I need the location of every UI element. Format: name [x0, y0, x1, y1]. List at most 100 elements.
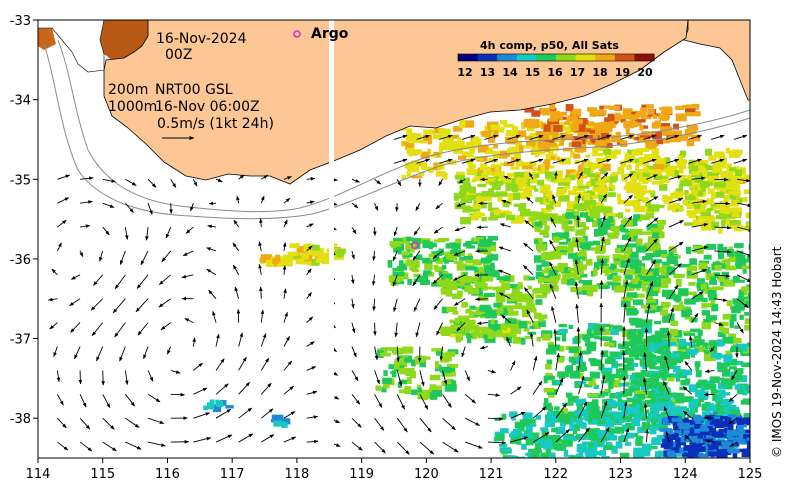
- sst-pixel: [467, 253, 473, 257]
- sst-pixel: [733, 190, 741, 197]
- sst-pixel: [589, 110, 597, 117]
- sst-pixel: [688, 400, 698, 407]
- current-arrow: [260, 309, 265, 323]
- current-arrow: [283, 436, 297, 443]
- sst-pixel: [491, 184, 501, 190]
- sst-pixel: [617, 393, 626, 397]
- sst-pixel: [723, 194, 730, 202]
- sst-pixel: [707, 418, 717, 423]
- current-arrow: [523, 265, 534, 276]
- sst-pixel: [575, 356, 583, 365]
- sst-pixel: [530, 211, 537, 217]
- sst-pixel: [584, 384, 593, 388]
- sst-pixel: [716, 191, 722, 196]
- sst-pixel: [710, 389, 718, 396]
- current-arrow: [374, 394, 383, 408]
- sst-pixel: [654, 120, 662, 128]
- current-arrow: [574, 259, 579, 275]
- sst-pixel: [472, 237, 484, 242]
- sst-pixel: [444, 384, 457, 392]
- sst-pixel: [628, 251, 639, 259]
- sst-pixel: [523, 145, 533, 149]
- sst-pixel: [631, 268, 637, 275]
- sst-pixel: [527, 452, 533, 458]
- sst-pixel: [598, 194, 608, 202]
- sst-pixel: [644, 154, 651, 159]
- sst-pixel: [573, 204, 583, 210]
- sst-pixel: [553, 125, 563, 132]
- sst-pixel: [598, 416, 608, 425]
- current-arrow: [192, 179, 198, 187]
- sst-pixel: [641, 231, 653, 235]
- sst-pixel: [625, 432, 635, 439]
- colorbar-swatch: [458, 54, 479, 61]
- sst-pixel: [634, 274, 645, 282]
- sst-pixel: [461, 330, 470, 336]
- sst-pixel: [316, 257, 326, 263]
- sst-pixel: [670, 355, 682, 364]
- sst-pixel: [413, 238, 422, 244]
- current-arrow: [498, 292, 511, 300]
- sst-pixel: [729, 320, 734, 328]
- current-arrow: [528, 172, 534, 180]
- current-arrow: [351, 370, 359, 382]
- sst-pixel: [596, 157, 608, 163]
- sst-pixel: [697, 278, 705, 283]
- current-arrow: [442, 370, 447, 385]
- current-arrow: [526, 309, 534, 323]
- sst-pixel: [606, 281, 614, 286]
- sst-pixel: [630, 383, 639, 388]
- sst-pixel: [694, 446, 706, 453]
- sst-pixel: [526, 126, 535, 132]
- current-arrow: [532, 380, 543, 395]
- sst-pixel: [564, 213, 574, 218]
- sst-pixel: [708, 292, 717, 301]
- sst-pixel: [737, 388, 744, 395]
- sst-pixel: [446, 306, 457, 313]
- sst-pixel: [648, 360, 657, 366]
- argo-legend-marker: [293, 30, 301, 38]
- sst-pixel: [605, 420, 615, 428]
- sst-pixel: [585, 452, 595, 458]
- sst-pixel: [743, 174, 750, 181]
- sst-pixel: [654, 402, 665, 409]
- sst-pixel: [579, 361, 586, 370]
- sst-pixel: [710, 342, 718, 351]
- current-arrow: [185, 226, 194, 234]
- sst-pixel: [540, 164, 545, 171]
- sst-pixel: [656, 205, 665, 209]
- sst-pixel: [453, 147, 463, 154]
- sst-pixel: [555, 426, 566, 435]
- sst-pixel: [716, 449, 728, 458]
- sst-pixel: [705, 243, 717, 250]
- current-arrow: [238, 174, 245, 180]
- sst-pixel: [534, 221, 542, 227]
- sst-pixel: [602, 372, 612, 379]
- sst-pixel: [479, 239, 491, 248]
- sst-pixel: [725, 265, 737, 271]
- sst-pixel: [411, 133, 422, 137]
- sst-pixel: [661, 117, 668, 122]
- sst-pixel: [601, 331, 613, 335]
- sst-pixel: [543, 398, 549, 405]
- sst-pixel: [620, 228, 629, 233]
- sst-pixel: [586, 216, 594, 222]
- current-arrow: [419, 394, 429, 410]
- sst-pixel: [689, 328, 701, 333]
- sst-pixel: [452, 245, 459, 254]
- sst-pixel: [603, 218, 611, 226]
- sst-pixel: [661, 345, 667, 350]
- sst-pixel: [675, 113, 687, 122]
- sst-pixel: [678, 348, 690, 352]
- current-arrow: [393, 158, 408, 164]
- sst-pixel: [428, 168, 433, 174]
- current-arrow: [396, 394, 405, 410]
- current-arrow: [96, 346, 104, 362]
- y-tick-label: -34: [10, 94, 31, 109]
- sst-pixel: [382, 377, 392, 384]
- sst-pixel: [656, 424, 668, 431]
- sst-pixel: [541, 269, 554, 274]
- sst-pixel: [537, 179, 545, 186]
- current-arrow: [351, 178, 360, 183]
- sst-pixel: [661, 178, 670, 184]
